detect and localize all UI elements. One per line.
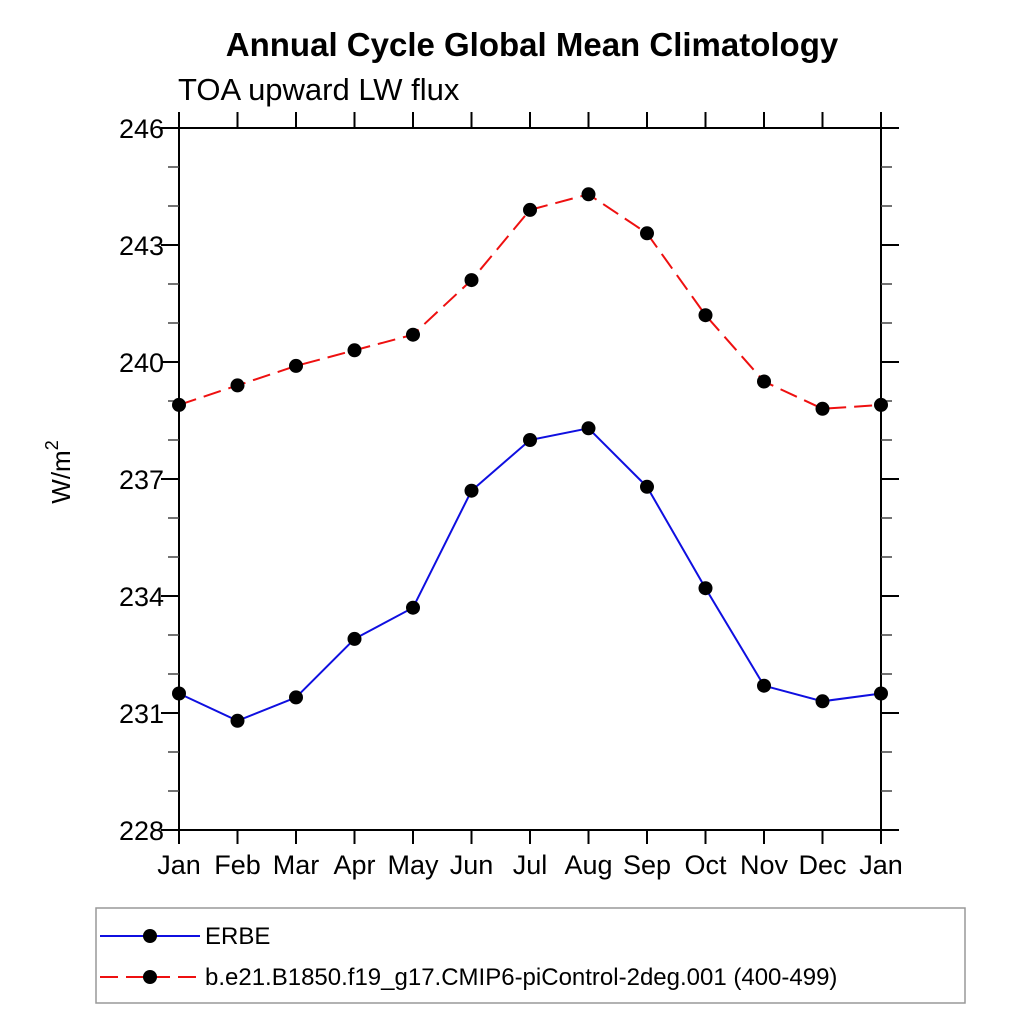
plot-axes: [161, 112, 899, 844]
x-tick-label: Jan: [859, 850, 903, 880]
axis-tick-labels: Jan Feb Mar Apr May Jun Jul Aug Sep Oct Nov Dec Jan 2…: [119, 114, 903, 880]
series-marker-model: [523, 202, 537, 217]
legend-box: [95, 907, 966, 1004]
series-marker-model: [289, 358, 303, 373]
series-marker-erbe: [347, 631, 362, 646]
series-marker-model: [815, 401, 830, 416]
legend-marker-erbe: [143, 929, 157, 943]
series-marker-model: [464, 273, 479, 288]
series-marker-erbe: [874, 686, 888, 701]
x-tick-label: Sep: [623, 850, 671, 880]
series-marker-erbe: [698, 581, 713, 596]
x-tick-label: Apr: [333, 850, 375, 880]
series-marker-model: [230, 378, 245, 393]
series-marker-model: [347, 343, 362, 358]
y-axis-title-base: W/m: [46, 450, 76, 503]
series-marker-erbe: [464, 483, 479, 498]
legend-marker-model: [143, 970, 157, 984]
series-marker-erbe: [640, 479, 654, 494]
y-tick-label: 237: [119, 465, 164, 495]
series-marker-model: [698, 308, 713, 323]
legend-entry-erbe: ERBE: [100, 923, 270, 950]
x-tick-label: Nov: [740, 850, 789, 880]
series-marker-erbe: [757, 678, 771, 693]
x-tick-label: May: [387, 850, 439, 880]
y-axis-title: W/m2: [42, 440, 76, 503]
data-series-layer: [172, 187, 888, 728]
series-marker-model: [874, 397, 888, 412]
x-tick-label: Jul: [513, 850, 548, 880]
series-marker-erbe: [581, 421, 596, 436]
x-tick-label: Aug: [564, 850, 612, 880]
y-axis-title-exponent: 2: [42, 440, 62, 450]
x-tick-label: Jan: [157, 850, 201, 880]
x-tick-label: Dec: [798, 850, 846, 880]
x-tick-label: Feb: [214, 850, 261, 880]
y-tick-label: 246: [119, 114, 164, 144]
chart-subtitle: TOA upward LW flux: [178, 72, 460, 107]
series-marker-model: [757, 374, 771, 389]
y-tick-label: 234: [119, 582, 164, 612]
x-tick-label: Oct: [684, 850, 727, 880]
y-tick-label: 243: [119, 231, 164, 261]
series-marker-model: [581, 187, 596, 202]
x-tick-label: Jun: [450, 850, 494, 880]
plot-frame: [178, 127, 882, 831]
series-marker-erbe: [289, 690, 303, 705]
series-marker-erbe: [172, 686, 186, 701]
y-tick-label: 231: [119, 699, 164, 729]
y-tick-label: 228: [119, 816, 164, 846]
chart-title: Annual Cycle Global Mean Climatology: [226, 26, 839, 63]
series-marker-model: [172, 397, 186, 412]
series-marker-model: [640, 226, 654, 241]
y-tick-label: 240: [119, 348, 164, 378]
series-marker-model: [406, 327, 420, 342]
series-line-model: [178, 193, 882, 410]
x-tick-label: Mar: [273, 850, 320, 880]
series-marker-erbe: [406, 600, 420, 615]
series-marker-erbe: [230, 713, 245, 728]
series-marker-erbe: [523, 433, 537, 447]
legend-entry-model: b.e21.B1850.f19_g17.CMIP6-piControl-2deg…: [100, 964, 837, 991]
series-marker-erbe: [815, 694, 830, 709]
legend: ERBE b.e21.B1850.f19_g17.CMIP6-piControl…: [95, 907, 966, 1004]
legend-label-model: b.e21.B1850.f19_g17.CMIP6-piControl-2deg…: [205, 964, 837, 991]
series-line-erbe: [178, 427, 882, 722]
legend-label-erbe: ERBE: [205, 923, 270, 950]
